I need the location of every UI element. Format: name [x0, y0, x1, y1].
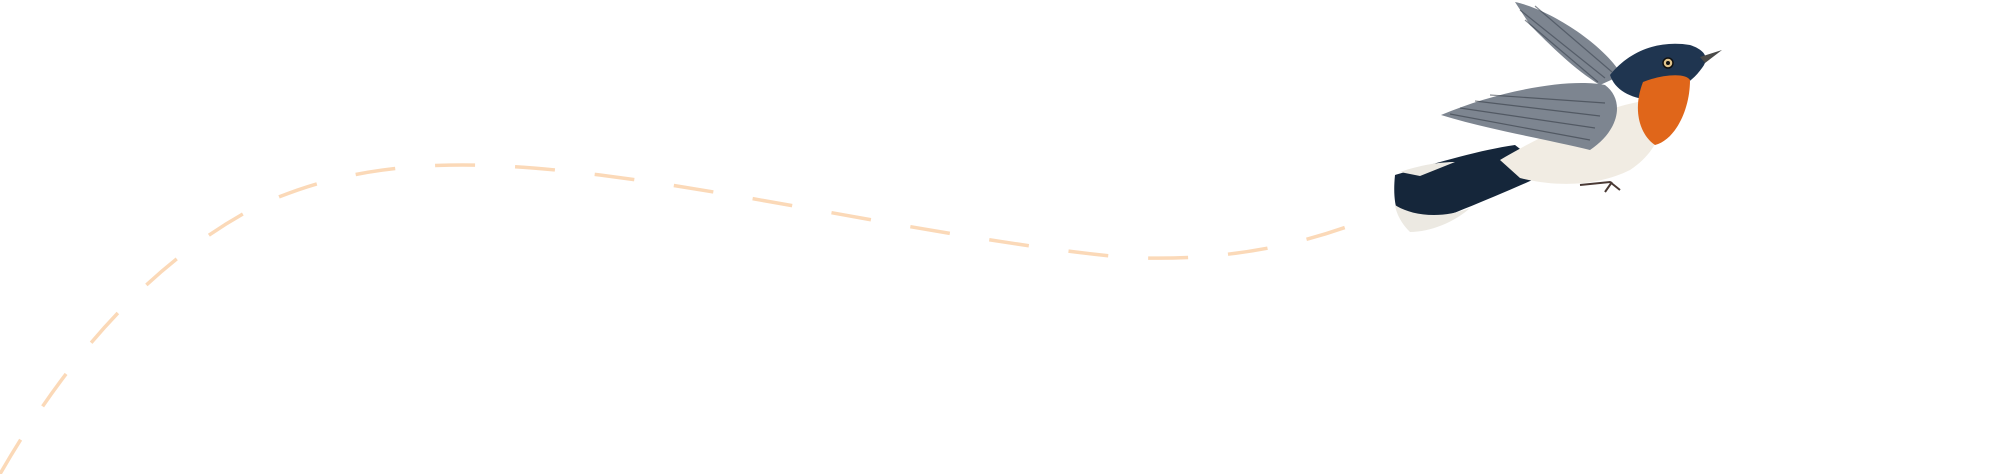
bird-illustration: [1394, 2, 1722, 232]
bird-upper-wing: [1515, 2, 1622, 85]
dashed-flight-path: [0, 163, 1361, 474]
bird-beak: [1700, 50, 1722, 63]
bird-throat: [1637, 75, 1690, 145]
bird-lower-wing: [1441, 83, 1617, 150]
bird-foot: [1579, 180, 1621, 193]
bird-tail-tip: [1395, 205, 1470, 232]
